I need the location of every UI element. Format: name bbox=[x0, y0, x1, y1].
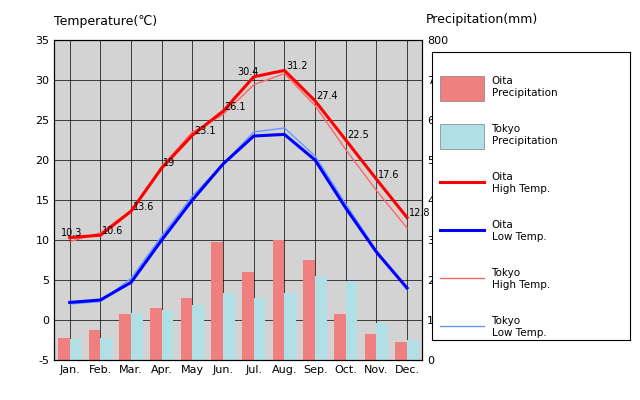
Bar bbox=[193, 305, 204, 360]
Bar bbox=[211, 242, 223, 360]
Text: 27.4: 27.4 bbox=[317, 91, 338, 101]
Bar bbox=[162, 310, 173, 360]
Text: 19: 19 bbox=[163, 158, 175, 168]
Text: Oita
Low Temp.: Oita Low Temp. bbox=[492, 220, 547, 242]
Bar bbox=[376, 323, 388, 360]
Text: 22.5: 22.5 bbox=[348, 130, 369, 140]
Bar bbox=[284, 293, 296, 360]
Bar bbox=[89, 330, 100, 360]
Bar bbox=[407, 340, 419, 360]
Text: 12.8: 12.8 bbox=[408, 208, 430, 218]
Text: 26.1: 26.1 bbox=[225, 102, 246, 112]
Bar bbox=[346, 281, 357, 360]
Bar bbox=[303, 260, 315, 360]
Bar bbox=[365, 334, 376, 360]
Bar bbox=[58, 338, 70, 360]
Text: 23.1: 23.1 bbox=[194, 126, 216, 136]
Bar bbox=[150, 308, 162, 360]
Bar bbox=[242, 272, 253, 360]
Bar bbox=[70, 339, 81, 360]
Text: Temperature(℃): Temperature(℃) bbox=[54, 15, 157, 28]
Bar bbox=[440, 76, 484, 102]
Text: 31.2: 31.2 bbox=[286, 61, 307, 71]
Text: Tokyo
High Temp.: Tokyo High Temp. bbox=[492, 268, 550, 290]
Bar bbox=[334, 314, 346, 360]
Bar bbox=[273, 240, 284, 360]
Text: Tokyo
Low Temp.: Tokyo Low Temp. bbox=[492, 316, 547, 338]
Text: 13.6: 13.6 bbox=[132, 202, 154, 212]
Bar bbox=[253, 298, 266, 360]
Bar bbox=[315, 276, 327, 360]
Text: Oita
High Temp.: Oita High Temp. bbox=[492, 172, 550, 194]
Bar bbox=[396, 342, 407, 360]
Text: Precipitation(mm): Precipitation(mm) bbox=[426, 13, 538, 26]
Bar bbox=[100, 338, 112, 360]
Bar bbox=[131, 313, 143, 360]
Text: 10.6: 10.6 bbox=[102, 226, 124, 236]
Text: Oita
Precipitation: Oita Precipitation bbox=[492, 76, 557, 98]
Bar bbox=[223, 293, 235, 360]
Text: 10.3: 10.3 bbox=[61, 228, 82, 238]
Text: 30.4: 30.4 bbox=[237, 67, 259, 77]
Bar bbox=[120, 314, 131, 360]
Text: Tokyo
Precipitation: Tokyo Precipitation bbox=[492, 124, 557, 146]
Bar bbox=[180, 298, 193, 360]
Bar bbox=[440, 124, 484, 150]
Text: 17.6: 17.6 bbox=[378, 170, 399, 180]
